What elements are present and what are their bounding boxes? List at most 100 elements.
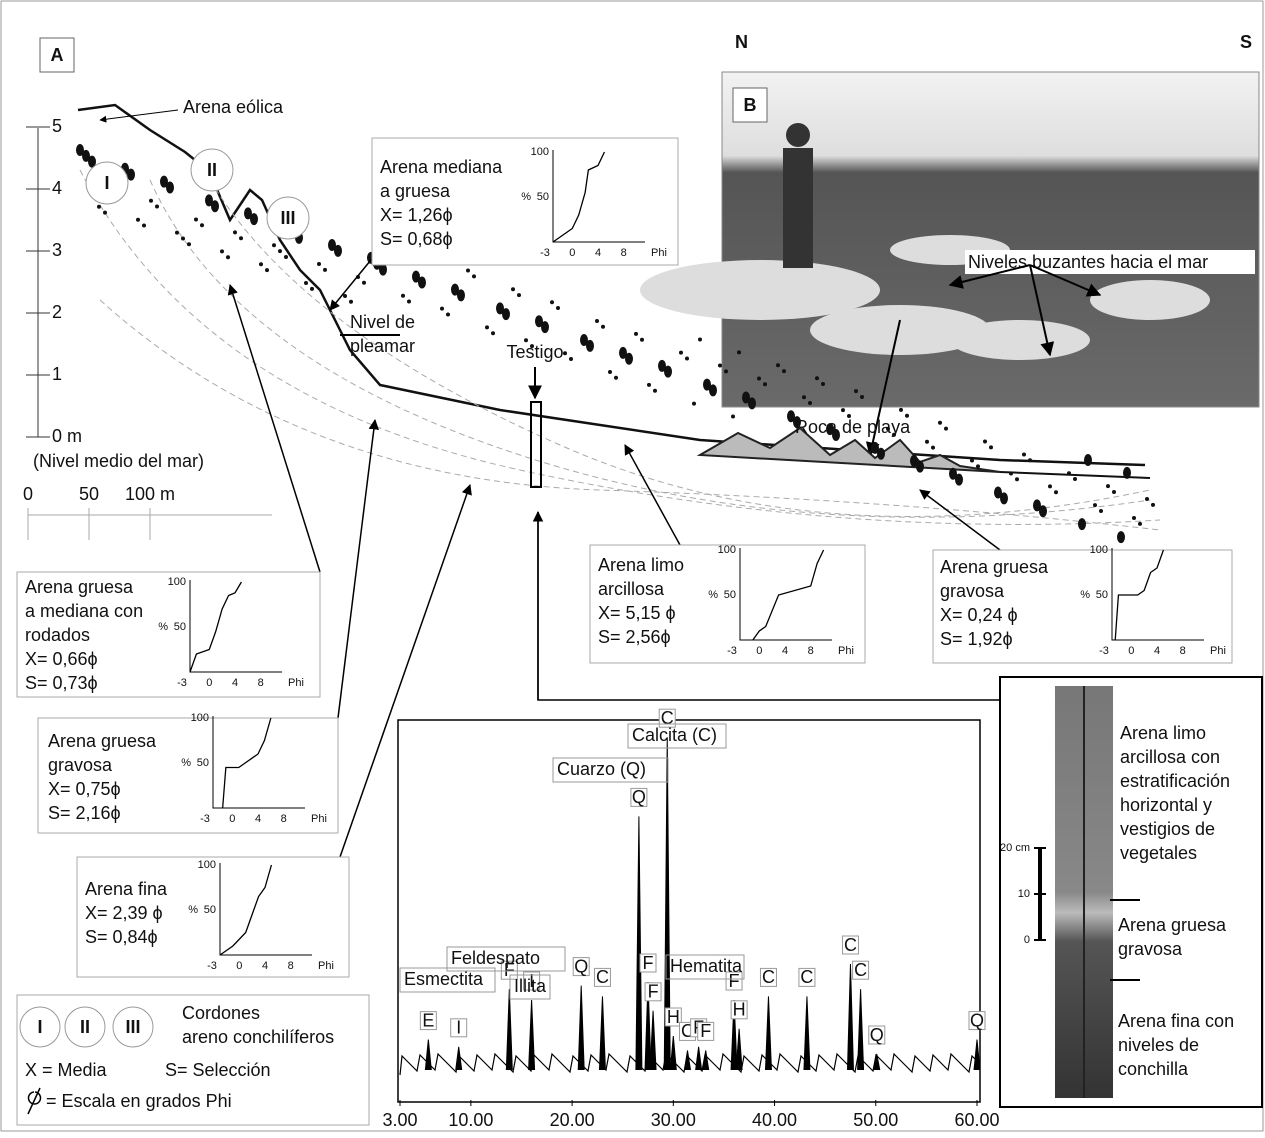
mini-xlabel: Phi <box>1210 645 1226 657</box>
label: Feldespato <box>451 948 540 968</box>
grain <box>625 353 633 365</box>
mini-ytick: 100 <box>718 544 736 556</box>
grain <box>854 389 858 393</box>
label: S <box>1240 32 1252 52</box>
label: estratificación <box>1120 771 1230 791</box>
label: II <box>80 1017 90 1037</box>
grain <box>1151 503 1155 507</box>
grain <box>166 182 174 194</box>
label: 3.00 <box>382 1110 417 1130</box>
label: X= 0,75ϕ <box>48 779 121 799</box>
mini-xtick: 4 <box>595 247 601 259</box>
grain <box>718 364 722 368</box>
grain <box>418 277 426 289</box>
pool <box>950 320 1090 360</box>
mini-xtick: 4 <box>782 645 788 657</box>
mini-xtick: 0 <box>229 813 235 825</box>
mini-ylabel: % <box>188 904 198 916</box>
label: F <box>643 953 654 973</box>
grain <box>634 332 638 336</box>
mini-xlabel: Phi <box>651 247 667 259</box>
mini-ytick: 50 <box>174 621 186 633</box>
label: S= 0,68ϕ <box>380 229 453 249</box>
grain <box>278 249 282 253</box>
mini-ytick: 50 <box>537 191 549 203</box>
grain <box>265 268 269 272</box>
grain <box>1067 471 1071 475</box>
label: Cuarzo (Q) <box>557 759 646 779</box>
grain <box>1039 505 1047 517</box>
grain <box>259 262 263 266</box>
label: E <box>422 1010 434 1030</box>
label: C <box>844 935 857 955</box>
label: I <box>37 1017 42 1037</box>
label: S= 2,16ϕ <box>48 803 121 823</box>
label: Arena gruesa <box>48 731 157 751</box>
grain <box>103 211 107 215</box>
mini-ylabel: % <box>1080 589 1090 601</box>
label: F <box>648 982 659 1002</box>
grain <box>466 269 470 273</box>
grain <box>731 415 735 419</box>
mini-xtick: 8 <box>258 677 264 689</box>
grain <box>1078 518 1086 530</box>
grain <box>944 427 948 431</box>
grain <box>502 308 510 320</box>
mini-xtick: 0 <box>756 645 762 657</box>
grain <box>1073 477 1077 481</box>
grain <box>1054 490 1058 494</box>
label: 10.00 <box>448 1110 493 1130</box>
grain <box>698 337 702 341</box>
grain <box>640 338 644 342</box>
label: conchilla <box>1118 1059 1189 1079</box>
grain <box>334 245 342 257</box>
grain <box>284 255 288 259</box>
grain <box>1117 531 1125 543</box>
label: Q <box>632 787 646 807</box>
label: Arena gruesa <box>25 577 134 597</box>
mini-xtick: -3 <box>200 813 210 825</box>
grain <box>541 321 549 333</box>
grain <box>211 200 219 212</box>
label: X= 1,26ϕ <box>380 205 453 225</box>
label: III <box>280 208 295 228</box>
xrd-frame <box>398 720 980 1102</box>
grain <box>692 402 696 406</box>
grain <box>899 408 903 412</box>
label: Nivel de <box>350 312 415 332</box>
grain <box>1093 503 1097 507</box>
label: X= 2,39 ϕ <box>85 903 163 923</box>
mini-xtick: 0 <box>569 247 575 259</box>
grain <box>127 169 135 181</box>
grain <box>748 397 756 409</box>
figure: NSNiveles buzantes hacia el marABCD54321… <box>0 0 1265 1133</box>
mini-ytick: 50 <box>204 904 216 916</box>
grain <box>401 294 405 298</box>
grain <box>317 262 321 266</box>
person <box>783 148 813 268</box>
grain <box>226 255 230 259</box>
grain <box>1022 452 1026 456</box>
label: S= 1,92ϕ <box>940 629 1013 649</box>
label: Arena fina <box>85 879 168 899</box>
grain <box>1099 509 1103 513</box>
mini-xtick: 4 <box>232 677 238 689</box>
mini-ytick: 50 <box>1096 589 1108 601</box>
arrow <box>100 110 178 120</box>
pool <box>1090 280 1210 320</box>
mini-xlabel: Phi <box>288 677 304 689</box>
label: vegetales <box>1120 843 1197 863</box>
grain <box>407 300 411 304</box>
mini-ylabel: % <box>708 589 718 601</box>
label: X= 0,66ϕ <box>25 649 98 669</box>
mini-ylabel: % <box>158 621 168 633</box>
label: Testigo <box>506 342 563 362</box>
grain <box>860 395 864 399</box>
label: pleamar <box>350 336 415 356</box>
grain <box>938 421 942 425</box>
label: gravosa <box>940 581 1005 601</box>
grain <box>709 384 717 396</box>
grain <box>802 395 806 399</box>
grain <box>323 268 327 272</box>
grain <box>250 213 258 225</box>
